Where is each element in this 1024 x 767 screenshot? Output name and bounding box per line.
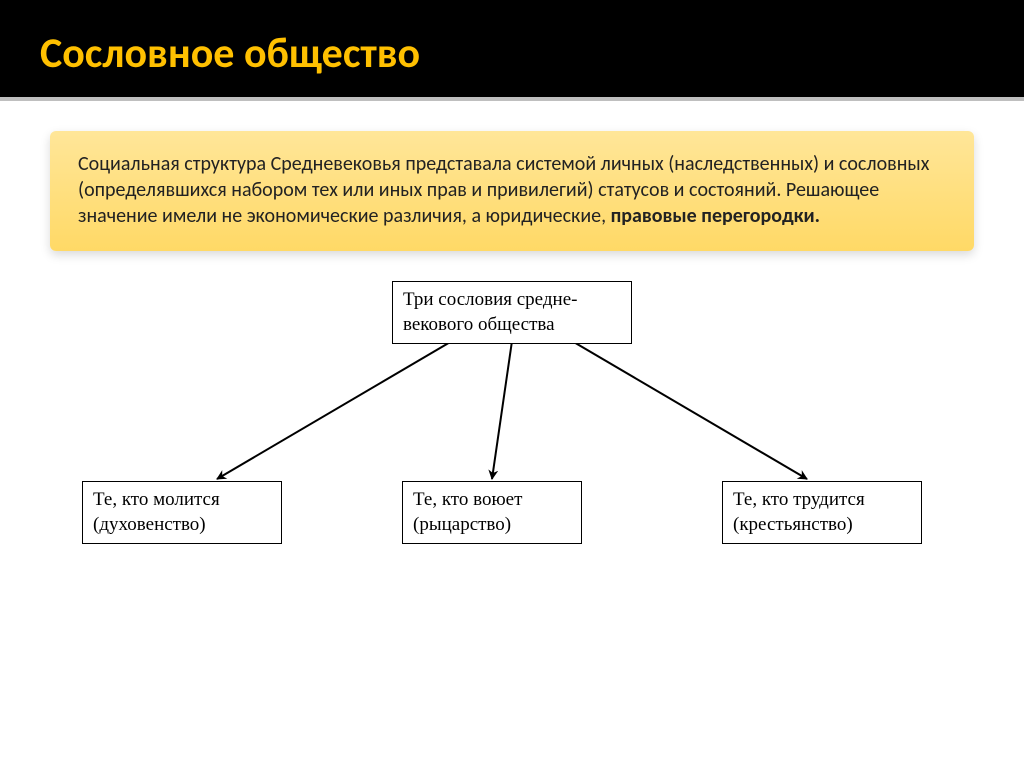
leaf-line1: Те, кто трудится — [733, 488, 911, 513]
description-box: Социальная структура Средневековья предс… — [50, 131, 974, 251]
slide-title: Сословное общество — [40, 28, 984, 79]
diagram-leaf-knights: Те, кто воюет (рыцарство) — [402, 481, 582, 544]
leaf-line2: (рыцарство) — [413, 513, 571, 538]
diagram-leaf-clergy: Те, кто молится (духовенство) — [82, 481, 282, 544]
estates-diagram: Три сословия средне- векового общества Т… — [62, 281, 962, 581]
slide-content: Социальная структура Средневековья предс… — [0, 101, 1024, 601]
description-bold: правовые перегородки. — [611, 204, 820, 228]
leaf-line1: Те, кто молится — [93, 488, 271, 513]
leaf-line2: (духовенство) — [93, 513, 271, 538]
leaf-line1: Те, кто воюет — [413, 488, 571, 513]
leaf-line2: (крестьянство) — [733, 513, 911, 538]
slide-header: Сословное общество — [0, 0, 1024, 97]
root-line2: векового общества — [403, 313, 621, 338]
diagram-root-box: Три сословия средне- векового общества — [392, 281, 632, 344]
diagram-leaf-peasants: Те, кто трудится (крестьянство) — [722, 481, 922, 544]
root-line1: Три сословия средне- — [403, 288, 621, 313]
